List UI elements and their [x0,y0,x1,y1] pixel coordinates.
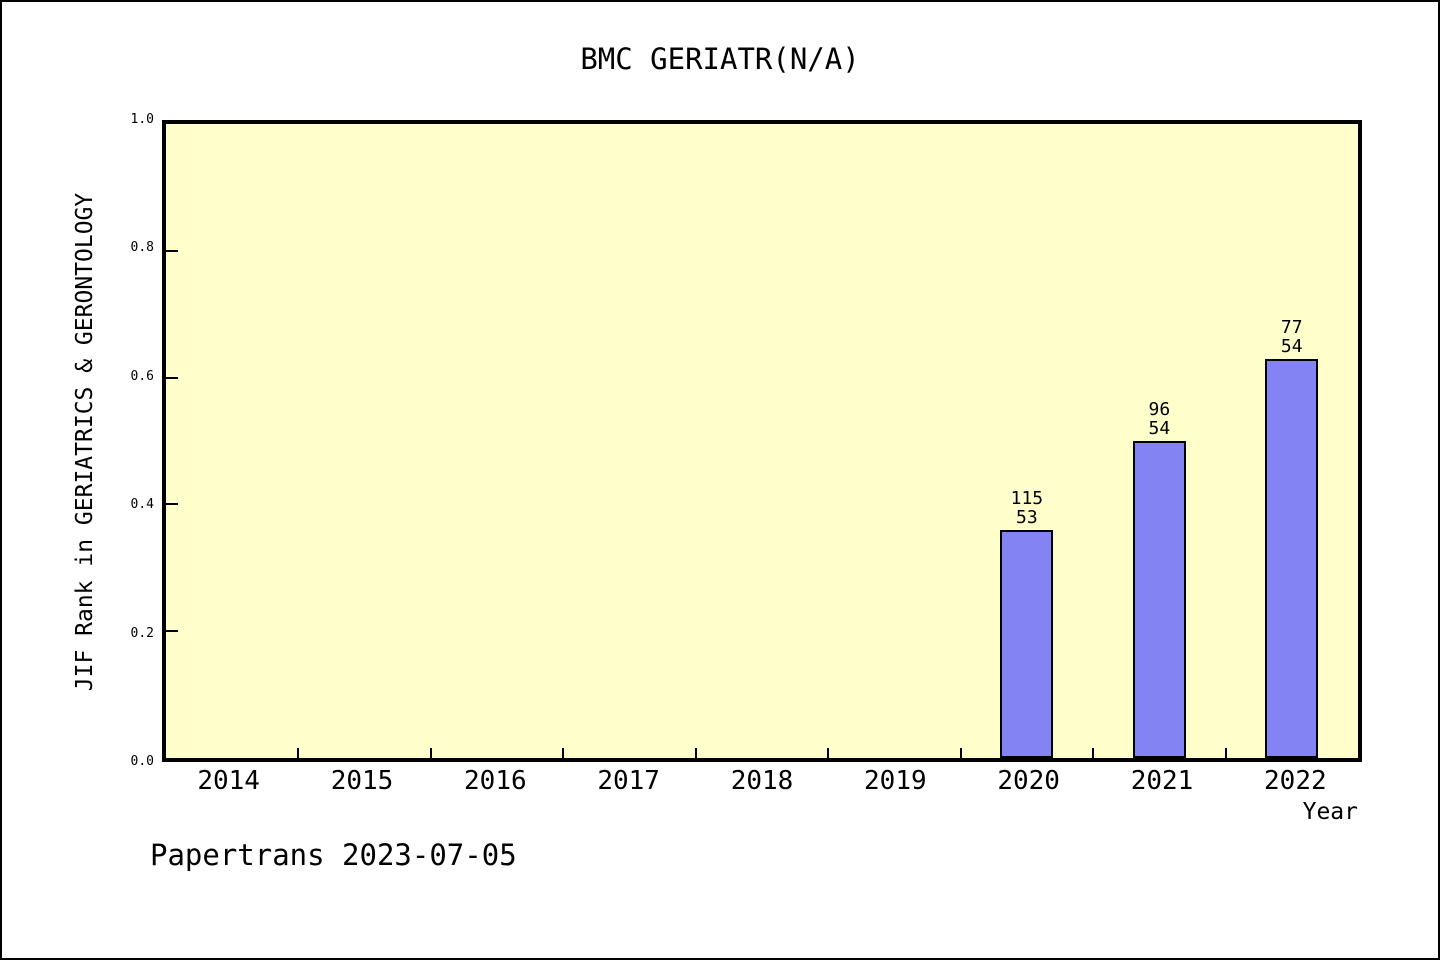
x-tick-label: 2021 [1130,766,1194,796]
x-tick-mark [297,748,300,758]
y-tick-label: 0.0 [130,754,154,769]
y-tick-label: 1.0 [130,112,154,127]
x-tick-label: 2017 [597,766,660,796]
y-axis-label: JIF Rank in GERIATRICS & GERONTOLOGY [72,192,98,692]
bar-value-label-2020: 115 53 [967,489,1087,527]
y-tick-mark [166,376,178,379]
x-tick-label: 2016 [464,766,527,796]
plot-area: 115 53 96 54 77 54 [162,120,1362,762]
x-tick-label: 2019 [864,766,927,796]
x-tick-mark [827,748,830,758]
x-axis-label: Year [1302,799,1358,825]
y-tick-label: 0.8 [130,240,154,256]
x-tick-label: 2020 [997,766,1060,796]
watermark: Papertrans 2023-07-05 [150,838,517,872]
x-tick-mark [562,748,565,758]
x-tick-mark [429,748,432,758]
x-tick-mark [1224,748,1227,758]
bar-2021 [1132,441,1186,758]
bar-label-top: 77 [1280,317,1303,338]
chart-title: BMC GERIATR(N/A) [580,42,860,76]
bar-label-top: 115 [1010,488,1044,509]
x-tick-mark [1092,748,1095,758]
bar-value-label-2022: 77 54 [1232,318,1352,356]
x-tick-mark [694,748,697,758]
x-tick-label: 2022 [1264,766,1327,796]
y-tick-label: 0.6 [130,368,154,384]
x-tick-mark [959,748,962,758]
bar-label-bottom: 54 [1280,336,1303,357]
bar-value-label-2021: 96 54 [1099,400,1219,438]
y-tick-mark [166,630,178,633]
bar-label-bottom: 53 [1016,507,1038,528]
bar-2020 [1000,530,1054,758]
bar-2022 [1265,359,1319,758]
bar-label-bottom: 54 [1148,418,1171,439]
y-tick-label: 0.2 [130,625,154,641]
y-tick-mark [166,249,178,252]
y-tick-label: 0.4 [130,497,154,513]
x-tick-label: 2018 [730,766,794,796]
x-tick-label: 2014 [197,766,260,796]
y-tick-mark [166,503,178,506]
x-tick-label: 2015 [330,766,394,796]
bar-label-top: 96 [1148,399,1171,420]
